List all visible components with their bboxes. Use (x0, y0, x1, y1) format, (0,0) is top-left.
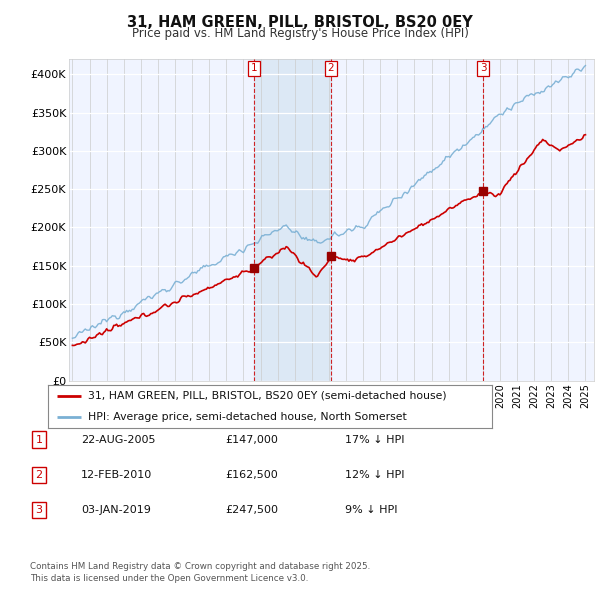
Text: 31, HAM GREEN, PILL, BRISTOL, BS20 0EY: 31, HAM GREEN, PILL, BRISTOL, BS20 0EY (127, 15, 473, 30)
Text: 12-FEB-2010: 12-FEB-2010 (81, 470, 152, 480)
Text: Price paid vs. HM Land Registry's House Price Index (HPI): Price paid vs. HM Land Registry's House … (131, 27, 469, 40)
Text: 3: 3 (35, 506, 43, 515)
Text: £247,500: £247,500 (225, 506, 278, 515)
Text: 2: 2 (328, 63, 334, 73)
Text: 31, HAM GREEN, PILL, BRISTOL, BS20 0EY (semi-detached house): 31, HAM GREEN, PILL, BRISTOL, BS20 0EY (… (88, 391, 446, 401)
Text: 3: 3 (480, 63, 487, 73)
Text: 1: 1 (251, 63, 257, 73)
Text: 17% ↓ HPI: 17% ↓ HPI (345, 435, 404, 444)
Text: 1: 1 (35, 435, 43, 444)
Text: £162,500: £162,500 (225, 470, 278, 480)
Text: 9% ↓ HPI: 9% ↓ HPI (345, 506, 398, 515)
Text: 12% ↓ HPI: 12% ↓ HPI (345, 470, 404, 480)
Text: 22-AUG-2005: 22-AUG-2005 (81, 435, 155, 444)
Text: HPI: Average price, semi-detached house, North Somerset: HPI: Average price, semi-detached house,… (88, 412, 407, 422)
Text: £147,000: £147,000 (225, 435, 278, 444)
Text: 2: 2 (35, 470, 43, 480)
Bar (254, 59, 331, 381)
Text: 03-JAN-2019: 03-JAN-2019 (81, 506, 151, 515)
Text: Contains HM Land Registry data © Crown copyright and database right 2025.
This d: Contains HM Land Registry data © Crown c… (30, 562, 370, 583)
